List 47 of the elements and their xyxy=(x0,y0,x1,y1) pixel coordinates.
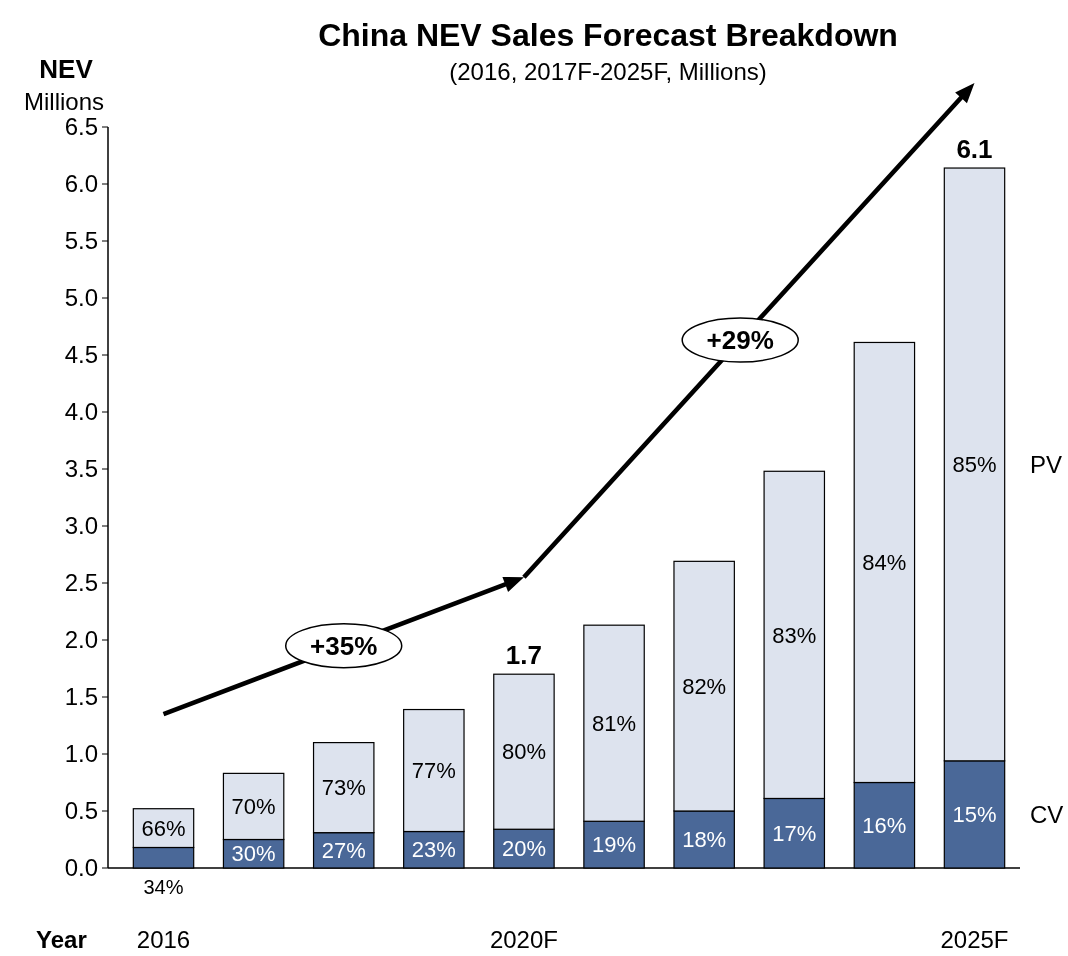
y-tick-label: 1.0 xyxy=(64,740,98,768)
y-tick-label: 3.5 xyxy=(64,455,98,483)
annotation: 23% xyxy=(411,837,456,863)
x-tick-label: 2025F xyxy=(940,926,1009,953)
annotation: 77% xyxy=(411,758,456,784)
y-tick-label: 4.0 xyxy=(64,398,98,426)
total-label: 6.1 xyxy=(956,134,993,165)
y-tick-label: 6.0 xyxy=(64,170,98,198)
annotation: 73% xyxy=(321,775,366,801)
x-tick-label: 2016 xyxy=(136,926,191,953)
annotation: 85% xyxy=(952,452,997,478)
y-tick-label: 0.5 xyxy=(64,797,98,825)
y-tick-label: 3.0 xyxy=(64,512,98,540)
y-tick-label: 2.0 xyxy=(64,626,98,654)
annotation: +29% xyxy=(706,325,774,356)
y-tick-label: 5.0 xyxy=(64,284,98,312)
x-tick-label: 2020F xyxy=(489,926,558,953)
y-tick-label: 2.5 xyxy=(64,569,98,597)
x-axis-title: Year xyxy=(36,926,87,953)
series-label: PV xyxy=(1030,450,1063,478)
annotation: 16% xyxy=(862,812,907,838)
annotation: +35% xyxy=(310,630,378,661)
annotation: 84% xyxy=(862,550,907,576)
series-label: CV xyxy=(1030,800,1064,828)
y-tick-label: 1.5 xyxy=(64,683,98,711)
annotation: 18% xyxy=(682,827,727,853)
chart-title: China NEV Sales Forecast Breakdown xyxy=(318,17,898,53)
y-tick-label: 6.5 xyxy=(64,113,98,141)
annotation: 20% xyxy=(501,836,546,862)
annotation: 19% xyxy=(592,832,637,858)
y-tick-label: 0.0 xyxy=(64,854,98,882)
annotation: 70% xyxy=(231,794,276,820)
annotation: 27% xyxy=(321,838,366,864)
annotation: 17% xyxy=(772,820,817,846)
annotation: 82% xyxy=(682,673,727,699)
y-tick-label: 5.5 xyxy=(64,227,98,255)
annotation: 30% xyxy=(231,841,276,867)
y-axis-title: NEV Millions xyxy=(23,54,105,115)
y-tick-label: 4.5 xyxy=(64,341,98,369)
annotation: 15% xyxy=(952,802,997,828)
total-label: 1.7 xyxy=(505,640,543,671)
annotation: 83% xyxy=(772,622,817,648)
annotation: 66% xyxy=(141,815,186,841)
chart-subtitle: (2016, 2017F-2025F, Millions) xyxy=(449,58,767,85)
annotation: 80% xyxy=(501,739,546,765)
annotation: 81% xyxy=(592,710,637,736)
text: 34% xyxy=(143,876,184,898)
